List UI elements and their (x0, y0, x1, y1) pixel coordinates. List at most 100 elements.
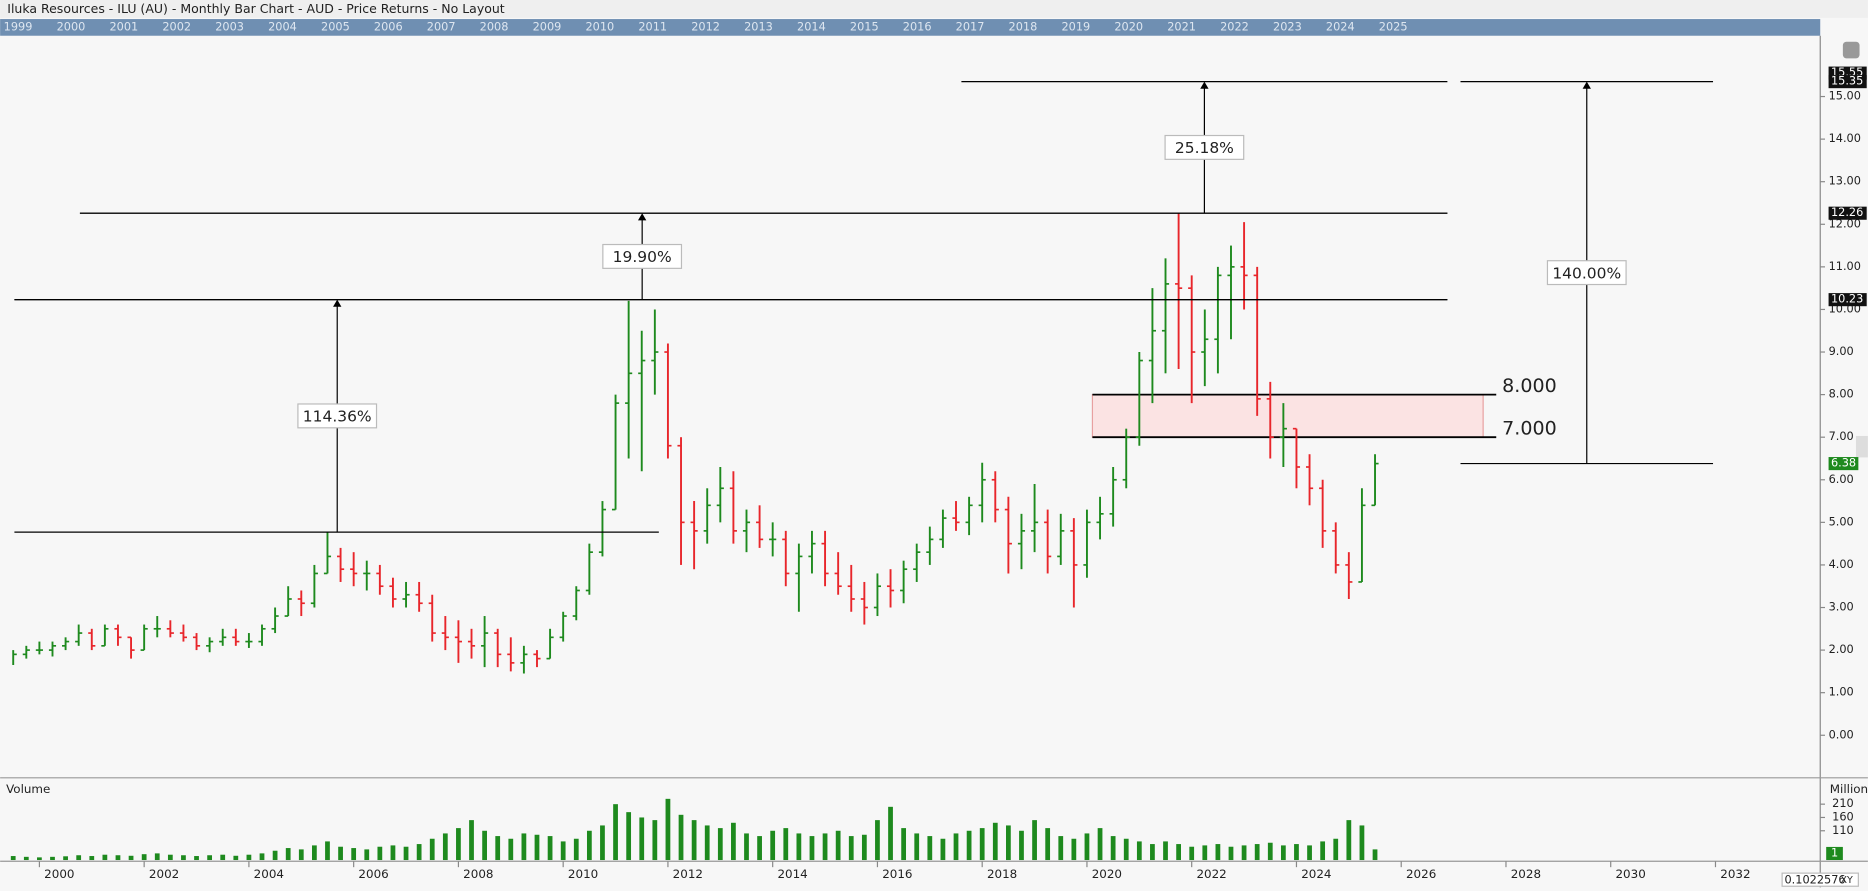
volume-bar (259, 853, 265, 861)
volume-bar (770, 830, 776, 861)
volume-bar (783, 828, 789, 861)
volume-bar (1071, 838, 1077, 861)
x-tick-label: 2026 (1406, 867, 1436, 881)
x-tick-label: 2004 (254, 867, 284, 881)
measure-label: 25.18% (1175, 139, 1234, 157)
navigator-year: 2018 (1009, 20, 1038, 33)
volume-title: Volume (6, 782, 50, 796)
volume-bar (940, 838, 946, 861)
volume-bar (1006, 825, 1011, 861)
y-tick-label: 12.00 (1829, 217, 1861, 230)
volume-bar (744, 833, 749, 861)
volume-bar (377, 846, 383, 861)
chart-title: Iluka Resources - ILU (AU) - Monthly Bar… (7, 1, 505, 16)
volume-bar (429, 838, 435, 861)
y-tick-label: 2.00 (1829, 643, 1854, 656)
volume-bar (508, 838, 514, 861)
navigator-year: 2002 (162, 20, 191, 33)
x-tick-label: 2018 (987, 867, 1017, 881)
y-tick-label: 0.00 (1829, 728, 1854, 741)
navigator-year: 2014 (797, 20, 826, 33)
measure-label-box (1546, 260, 1627, 286)
volume-bar (652, 820, 658, 861)
volume-bar (194, 856, 199, 861)
scale-readout: 0.1022576 (1785, 873, 1846, 886)
navigator-year: 2009 (533, 20, 562, 33)
arrow-head (333, 299, 342, 307)
volume-bar (482, 830, 487, 861)
volume-bar (1254, 844, 1260, 861)
volume-bar (416, 844, 422, 861)
x-tick-label: 2020 (1092, 867, 1122, 881)
lock-icon[interactable] (1842, 41, 1860, 59)
zone-label: 8.000 (1502, 375, 1557, 397)
volume-bar (37, 857, 42, 861)
navigator-year: 2011 (638, 20, 667, 33)
volume-tick-label: 160 (1832, 810, 1854, 823)
price-tag (1828, 75, 1867, 89)
volume-bar (1280, 845, 1286, 861)
price-tag-label: 15.35 (1831, 75, 1863, 88)
volume-bar (639, 817, 645, 861)
volume-bar (626, 812, 632, 861)
scale-readout-box (1781, 872, 1859, 887)
volume-tick-label: 110 (1832, 824, 1854, 837)
x-tick-label: 2002 (149, 867, 179, 881)
volume-bar (1136, 841, 1142, 861)
volume-bar (1110, 836, 1116, 861)
volume-bar (285, 848, 291, 861)
y-tick-label: 9.00 (1829, 345, 1854, 358)
volume-unit: Million (1830, 782, 1868, 796)
navigator-year: 2013 (744, 20, 773, 33)
y-tick-label: 3.00 (1829, 601, 1854, 614)
price-tag-label: 10.23 (1831, 293, 1863, 306)
navigator-year: 2000 (57, 20, 86, 33)
volume-bar (1032, 820, 1037, 861)
volume-bar (1123, 838, 1129, 861)
navigator-year: 1999 (4, 20, 33, 33)
navigator-year: 2007 (427, 20, 456, 33)
volume-tick-label: 210 (1832, 797, 1854, 810)
volume-bar (901, 828, 907, 861)
y-tick-label: 4.00 (1829, 558, 1854, 571)
volume-bar (167, 854, 173, 861)
volume-bar (141, 854, 147, 861)
price-tag (1828, 206, 1867, 220)
volume-bar (678, 814, 684, 861)
y-tick-label: 15.00 (1829, 90, 1861, 103)
last-price-label: 6.38 (1831, 457, 1856, 470)
navigator-year: 2004 (268, 20, 297, 33)
volume-bar (63, 856, 68, 861)
navigator-year: 2017 (956, 20, 985, 33)
volume-bar (89, 856, 95, 861)
price-tag-label: 12.26 (1831, 206, 1863, 219)
volume-bar (10, 856, 16, 861)
volume-bar (1189, 846, 1195, 861)
volume-bar (272, 850, 278, 861)
navigator-year: 2020 (1114, 20, 1143, 33)
volume-bar (717, 828, 723, 861)
y-tick-label: 11.00 (1829, 260, 1861, 273)
volume-bar (1176, 844, 1181, 861)
volume-bar (665, 798, 671, 861)
volume-bar (600, 825, 605, 861)
volume-bar (953, 833, 959, 861)
zone (1091, 394, 1484, 438)
navigator-year: 2015 (850, 20, 879, 33)
last-price-tag (1828, 457, 1859, 471)
mode-label[interactable]: XY (1840, 875, 1853, 886)
volume-bar (325, 841, 330, 861)
navigator-year: 2022 (1220, 20, 1249, 33)
navigator-year: 2012 (691, 20, 720, 33)
title-bar (0, 0, 1868, 18)
navigator[interactable] (0, 19, 1821, 36)
volume-bar (731, 822, 736, 861)
side-toggle[interactable] (1855, 435, 1868, 458)
x-tick-label: 2032 (1720, 867, 1750, 881)
volume-bar (1215, 844, 1221, 861)
volume-bar (992, 822, 998, 861)
navigator-year: 2005 (321, 20, 350, 33)
navigator-year: 2024 (1326, 20, 1355, 33)
navigator-year: 2003 (215, 20, 244, 33)
